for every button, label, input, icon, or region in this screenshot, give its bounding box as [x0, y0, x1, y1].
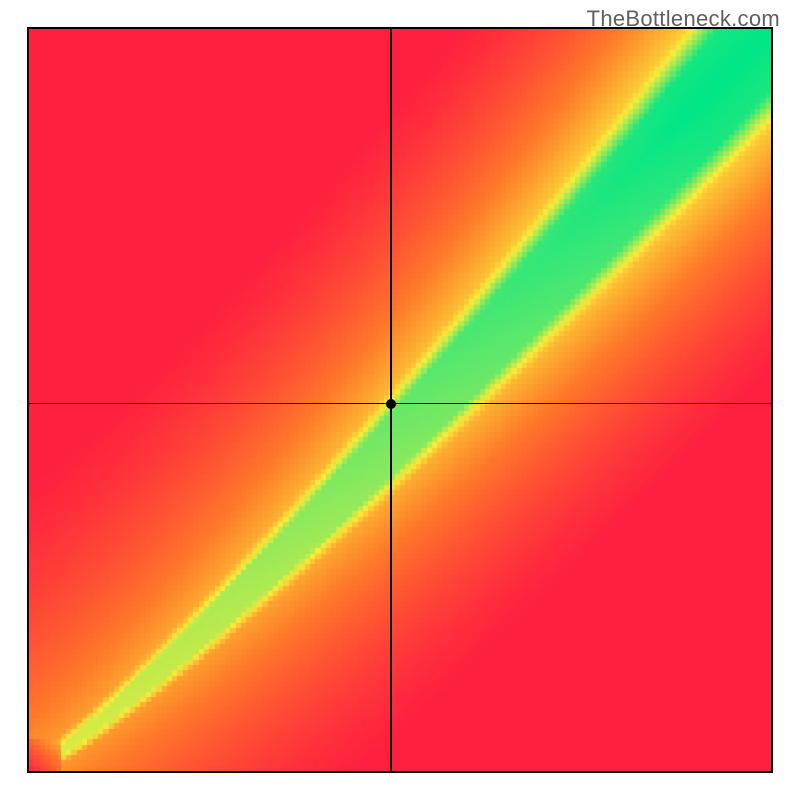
watermark-text: TheBottleneck.com: [587, 6, 780, 32]
crosshair-horizontal: [29, 403, 771, 405]
marker-dot: [386, 399, 396, 409]
heatmap-canvas: [29, 29, 771, 771]
chart-container: TheBottleneck.com: [0, 0, 800, 800]
